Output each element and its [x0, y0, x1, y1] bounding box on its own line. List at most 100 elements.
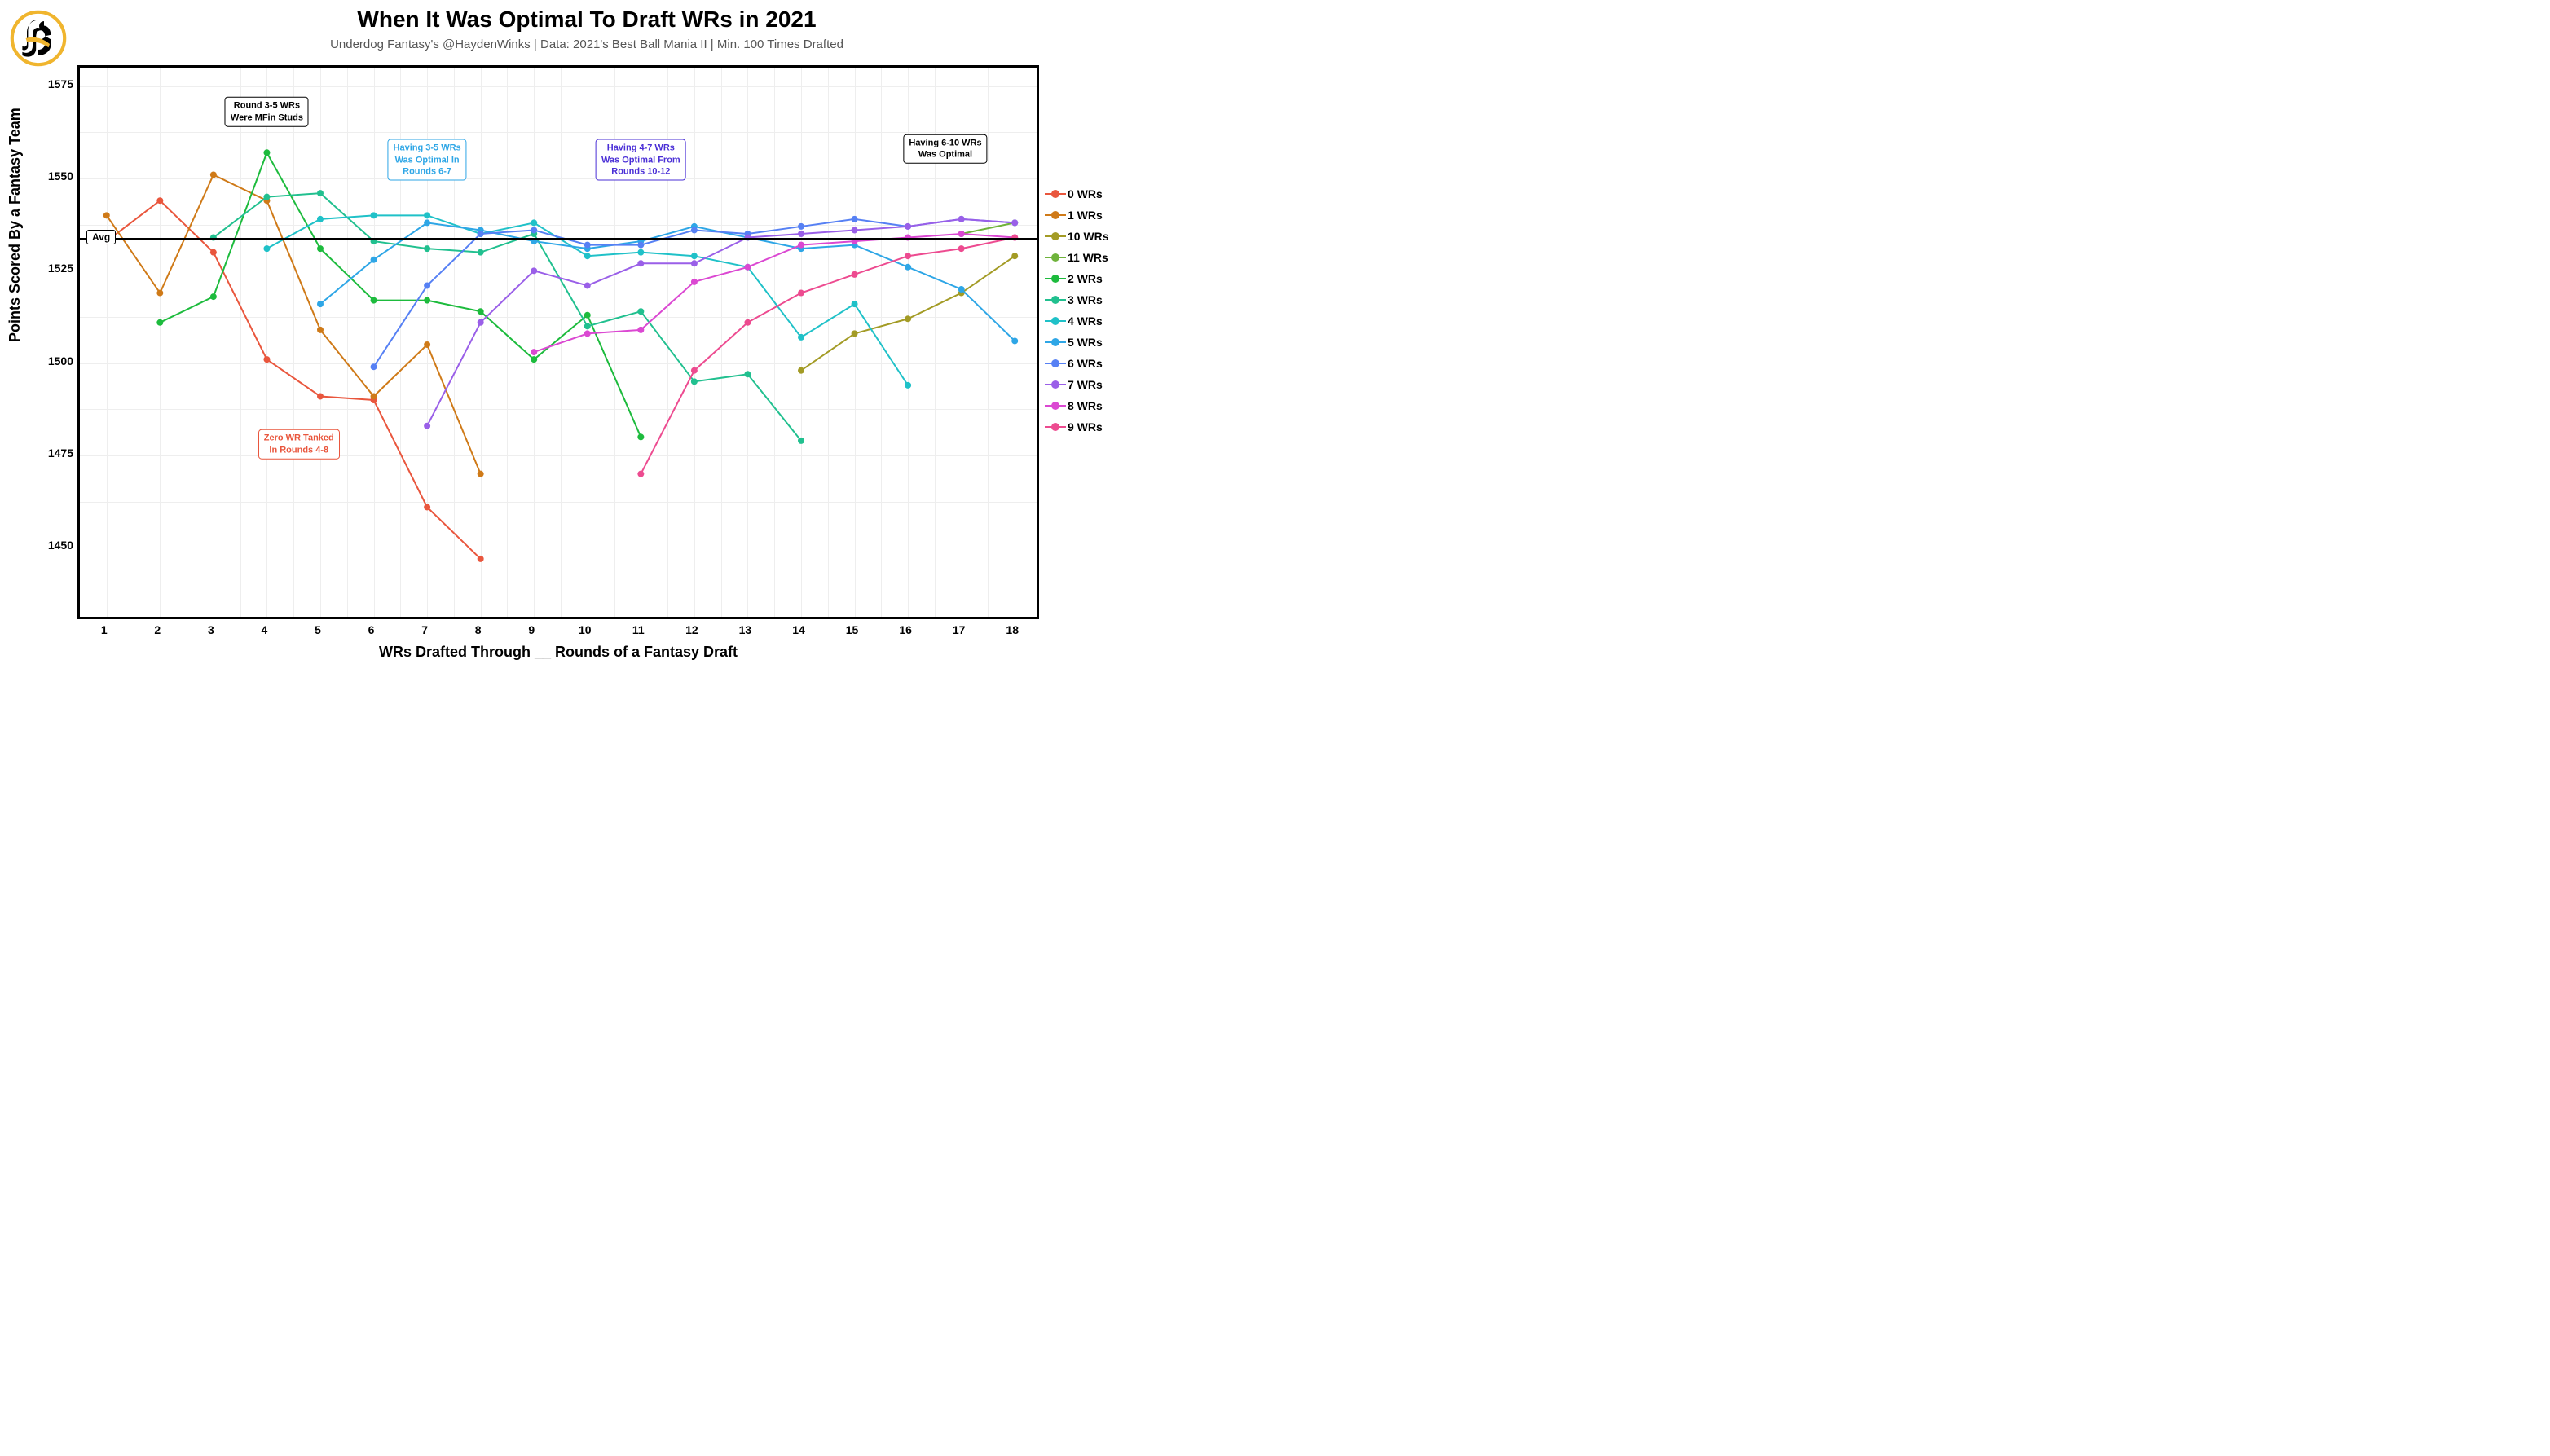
- series-marker: [317, 327, 324, 333]
- series-marker: [478, 471, 484, 477]
- series-marker: [317, 190, 324, 196]
- legend-label: 7 WRs: [1068, 378, 1103, 391]
- annotation-box: Having 4-7 WRsWas Optimal FromRounds 10-…: [596, 139, 686, 181]
- series-marker: [478, 308, 484, 315]
- series-marker: [691, 367, 698, 374]
- series-marker: [531, 356, 537, 363]
- legend-item: 3 WRs: [1051, 293, 1109, 306]
- y-tick-label: 1500: [41, 354, 73, 367]
- series-marker: [210, 293, 217, 300]
- legend-item: 6 WRs: [1051, 357, 1109, 370]
- series-marker: [852, 216, 858, 222]
- legend-swatch: [1051, 232, 1059, 240]
- series-marker: [156, 319, 163, 326]
- x-tick-label: 16: [899, 623, 912, 636]
- legend-label: 0 WRs: [1068, 187, 1103, 200]
- series-marker: [156, 290, 163, 297]
- series-marker: [798, 223, 804, 230]
- series-marker: [905, 315, 911, 322]
- series-marker: [531, 267, 537, 274]
- series-marker: [424, 341, 430, 348]
- series-marker: [584, 282, 591, 288]
- series-marker: [798, 231, 804, 237]
- series-marker: [958, 216, 965, 222]
- series-marker: [531, 219, 537, 226]
- series-marker: [424, 423, 430, 429]
- plot-area: AvgRound 3-5 WRsWere MFin StudsZero WR T…: [77, 65, 1039, 619]
- series-line: [641, 238, 1015, 474]
- average-label: Avg: [86, 230, 116, 244]
- series-marker: [905, 264, 911, 271]
- series-marker: [637, 249, 644, 256]
- legend-swatch: [1051, 275, 1059, 283]
- series-marker: [584, 323, 591, 329]
- series-marker: [637, 327, 644, 333]
- y-tick-label: 1475: [41, 446, 73, 460]
- x-tick-label: 6: [368, 623, 375, 636]
- series-marker: [478, 231, 484, 237]
- x-axis-label: WRs Drafted Through __ Rounds of a Fanta…: [77, 644, 1039, 661]
- series-marker: [371, 257, 377, 263]
- legend-item: 10 WRs: [1051, 230, 1109, 243]
- series-marker: [798, 290, 804, 297]
- x-tick-label: 2: [154, 623, 161, 636]
- series-marker: [637, 308, 644, 315]
- series-marker: [691, 227, 698, 233]
- series-marker: [584, 330, 591, 337]
- legend-item: 11 WRs: [1051, 251, 1109, 264]
- legend-swatch: [1051, 296, 1059, 304]
- legend-item: 4 WRs: [1051, 315, 1109, 328]
- y-tick-label: 1450: [41, 539, 73, 552]
- series-marker: [798, 367, 804, 374]
- series-marker: [744, 264, 751, 271]
- series-marker: [1011, 337, 1018, 344]
- legend: 0 WRs1 WRs10 WRs11 WRs2 WRs3 WRs4 WRs5 W…: [1051, 187, 1109, 442]
- series-line: [107, 200, 481, 559]
- legend-item: 7 WRs: [1051, 378, 1109, 391]
- x-tick-label: 18: [1006, 623, 1019, 636]
- series-marker: [263, 194, 270, 200]
- legend-swatch: [1051, 211, 1059, 219]
- annotation-box: Having 6-10 WRsWas Optimal: [903, 134, 987, 164]
- series-marker: [424, 219, 430, 226]
- series-marker: [584, 312, 591, 319]
- legend-label: 1 WRs: [1068, 209, 1103, 222]
- x-tick-label: 11: [632, 623, 645, 636]
- series-marker: [691, 253, 698, 259]
- x-tick-label: 3: [208, 623, 214, 636]
- series-line: [962, 222, 1015, 234]
- series-marker: [371, 297, 377, 304]
- series-marker: [905, 223, 911, 230]
- legend-item: 9 WRs: [1051, 420, 1109, 433]
- x-tick-label: 1: [101, 623, 108, 636]
- chart-container: When It Was Optimal To Draft WRs in 2021…: [0, 0, 1174, 670]
- x-tick-label: 13: [739, 623, 752, 636]
- series-marker: [852, 227, 858, 233]
- series-layer: [80, 68, 1037, 617]
- legend-item: 5 WRs: [1051, 336, 1109, 349]
- series-marker: [263, 245, 270, 252]
- series-marker: [317, 216, 324, 222]
- series-marker: [798, 438, 804, 444]
- y-axis-label: Points Scored By a Fantasy Team: [7, 108, 24, 342]
- series-marker: [691, 260, 698, 266]
- legend-item: 8 WRs: [1051, 399, 1109, 412]
- legend-swatch: [1051, 402, 1059, 410]
- series-marker: [317, 301, 324, 307]
- series-line: [427, 219, 1015, 426]
- series-marker: [210, 171, 217, 178]
- series-marker: [637, 260, 644, 266]
- series-marker: [478, 249, 484, 256]
- series-line: [801, 256, 1015, 371]
- legend-label: 4 WRs: [1068, 315, 1103, 328]
- series-marker: [1011, 253, 1018, 259]
- y-tick-label: 1525: [41, 262, 73, 275]
- x-tick-label: 17: [953, 623, 966, 636]
- series-marker: [958, 231, 965, 237]
- legend-label: 5 WRs: [1068, 336, 1103, 349]
- series-marker: [852, 271, 858, 278]
- series-marker: [424, 212, 430, 218]
- legend-label: 11 WRs: [1068, 251, 1108, 264]
- series-marker: [424, 504, 430, 510]
- x-tick-label: 7: [421, 623, 428, 636]
